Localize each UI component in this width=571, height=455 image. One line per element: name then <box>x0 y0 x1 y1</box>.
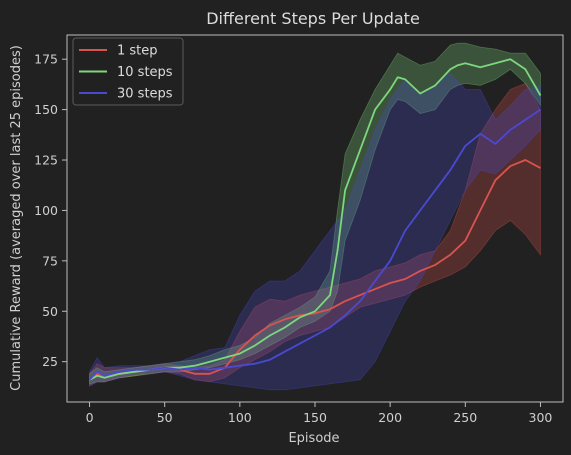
band-30-steps <box>89 72 541 391</box>
x-axis-label: Episode <box>288 431 339 446</box>
y-tick-label: 175 <box>34 52 58 67</box>
y-tick-label: 100 <box>34 203 58 218</box>
y-axis-label: Cumulative Reward (averaged over last 25… <box>9 45 24 391</box>
x-tick-label: 50 <box>157 410 173 425</box>
x-tick-label: 100 <box>228 410 252 425</box>
legend: 1 step 10 steps 30 steps <box>72 37 184 106</box>
x-tick-label: 150 <box>303 410 327 425</box>
y-tick-label: 50 <box>42 304 58 319</box>
band-1-step <box>89 82 541 387</box>
series-lines <box>88 58 542 381</box>
legend-label-1-step: 1 step <box>117 44 158 59</box>
line-30-steps <box>88 108 542 381</box>
y-tick-label: 75 <box>42 253 58 268</box>
x-axis-ticks: 0 50 100 150 200 250 300 <box>86 402 553 425</box>
y-axis-ticks: 25 50 75 100 125 150 175 <box>34 52 67 369</box>
x-tick-label: 300 <box>529 410 553 425</box>
x-tick-label: 200 <box>378 410 402 425</box>
y-tick-label: 150 <box>34 102 58 117</box>
y-tick-label: 25 <box>42 354 58 369</box>
legend-box <box>72 37 184 106</box>
chart-title: Different Steps Per Update <box>206 9 420 28</box>
y-tick-label: 125 <box>34 153 58 168</box>
x-tick-label: 250 <box>453 410 477 425</box>
legend-label-30-steps: 30 steps <box>117 87 173 102</box>
legend-label-10-steps: 10 steps <box>117 65 173 80</box>
x-tick-label: 0 <box>86 410 94 425</box>
